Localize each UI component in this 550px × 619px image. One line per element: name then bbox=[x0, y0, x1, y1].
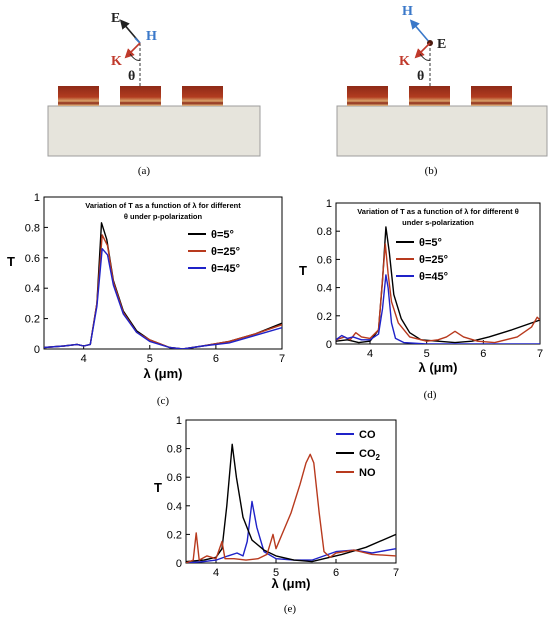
legend-label: θ=45° bbox=[211, 263, 240, 275]
pillar bbox=[182, 86, 223, 106]
x-tick-label: 5 bbox=[273, 567, 279, 579]
y-axis-label: T bbox=[299, 263, 307, 278]
y-tick-label: 0.6 bbox=[317, 254, 332, 266]
plot-frame bbox=[43, 196, 283, 350]
x-tick-label: 6 bbox=[213, 353, 219, 365]
x-tick-label: 7 bbox=[393, 567, 399, 579]
substrate bbox=[47, 105, 261, 157]
y-axis-label: T bbox=[7, 254, 15, 269]
y-tick-label: 0.2 bbox=[317, 311, 332, 323]
y-tick-label: 0.2 bbox=[25, 314, 40, 326]
y-tick-label: 0.8 bbox=[167, 444, 182, 456]
series-line bbox=[336, 243, 540, 344]
k-vector-arrow bbox=[414, 42, 431, 59]
chart-title-line: Variation of T as a function of λ for di… bbox=[357, 207, 519, 216]
legend-label: NO bbox=[359, 467, 376, 479]
theta-arc bbox=[129, 53, 141, 61]
caption-c: (c) bbox=[157, 395, 170, 407]
x-tick-label: 4 bbox=[213, 567, 219, 579]
y-tick-label: 0.2 bbox=[167, 529, 182, 541]
diagram-b: H E K θ (b) bbox=[336, 4, 548, 177]
caption-a: (a) bbox=[138, 165, 151, 177]
y-tick-label: 0 bbox=[176, 558, 182, 570]
y-tick-label: 0.6 bbox=[167, 472, 182, 484]
x-tick-label: 5 bbox=[147, 353, 153, 365]
y-tick-label: 0.4 bbox=[167, 501, 182, 513]
chart-e: 4 5 6 7 0 0.2 0.4 0.6 0.8 1 Tλ (μm) (e) CO CO2 NO bbox=[154, 415, 399, 615]
x-tick-label: 6 bbox=[333, 567, 339, 579]
chart-c: 4 5 6 7 0 0.2 0.4 0.6 0.8 1 Tλ (μm) (c) Variation of… bbox=[7, 192, 285, 407]
substrate bbox=[336, 105, 548, 157]
chart-title-line: under s-polarization bbox=[402, 218, 474, 227]
x-tick-label: 6 bbox=[480, 348, 486, 360]
theta-label: θ bbox=[417, 69, 424, 84]
pillar bbox=[120, 86, 161, 106]
caption-b: (b) bbox=[425, 165, 438, 177]
theta-arc bbox=[419, 53, 431, 61]
y-tick-label: 0.6 bbox=[25, 253, 40, 265]
y-tick-label: 0.8 bbox=[317, 226, 332, 238]
h-label: H bbox=[402, 4, 413, 19]
y-axis-label: T bbox=[154, 480, 162, 495]
k-label: K bbox=[111, 54, 122, 69]
legend-label: θ=25° bbox=[211, 246, 240, 258]
legend-label: θ=5° bbox=[211, 229, 234, 241]
caption-e: (e) bbox=[284, 603, 297, 615]
y-tick-label: 0 bbox=[34, 344, 40, 356]
y-tick-label: 1 bbox=[326, 198, 332, 210]
series-line bbox=[44, 247, 282, 349]
legend-label: θ=45° bbox=[419, 271, 448, 283]
x-axis-label: λ (μm) bbox=[143, 366, 182, 381]
x-tick-label: 7 bbox=[279, 353, 285, 365]
pillar bbox=[409, 86, 450, 106]
chart-title-line: θ under p-polarization bbox=[124, 212, 203, 221]
series-line bbox=[186, 500, 396, 563]
plot-frame bbox=[335, 202, 541, 345]
y-tick-label: 1 bbox=[176, 415, 182, 427]
y-tick-label: 0.8 bbox=[25, 222, 40, 234]
k-label: K bbox=[399, 54, 410, 69]
e-label: E bbox=[111, 11, 120, 26]
x-tick-label: 4 bbox=[81, 353, 87, 365]
y-tick-label: 0.4 bbox=[317, 283, 332, 295]
x-axis-label: λ (μm) bbox=[418, 360, 457, 375]
y-tick-label: 0 bbox=[326, 339, 332, 351]
k-vector-arrow bbox=[124, 42, 141, 59]
x-tick-label: 4 bbox=[367, 348, 373, 360]
legend-label: CO2 bbox=[359, 448, 381, 462]
caption-d: (d) bbox=[424, 389, 437, 401]
h-field-arrow bbox=[409, 19, 431, 44]
y-tick-label: 1 bbox=[34, 192, 40, 204]
diagram-a: E H K θ (a) bbox=[47, 11, 261, 177]
x-tick-label: 7 bbox=[537, 348, 543, 360]
h-label: H bbox=[146, 29, 157, 44]
legend-label: θ=25° bbox=[419, 254, 448, 266]
x-tick-label: 5 bbox=[424, 348, 430, 360]
series-line bbox=[186, 453, 396, 563]
theta-label: θ bbox=[128, 69, 135, 84]
h-field-arrow bbox=[134, 37, 141, 44]
x-axis-label: λ (μm) bbox=[271, 576, 310, 591]
pillar bbox=[471, 86, 512, 106]
chart-d: 4 5 6 7 0 0.2 0.4 0.6 0.8 1 Tλ (μm) (d) Variation of… bbox=[299, 198, 543, 401]
series-line bbox=[336, 274, 540, 344]
e-label: E bbox=[437, 37, 446, 52]
legend-label: CO bbox=[359, 429, 376, 441]
chart-title-line: Variation of T as a function of λ for di… bbox=[85, 201, 241, 210]
pillar bbox=[58, 86, 99, 106]
y-tick-label: 0.4 bbox=[25, 283, 40, 295]
pillar bbox=[347, 86, 388, 106]
legend-label: θ=5° bbox=[419, 237, 442, 249]
